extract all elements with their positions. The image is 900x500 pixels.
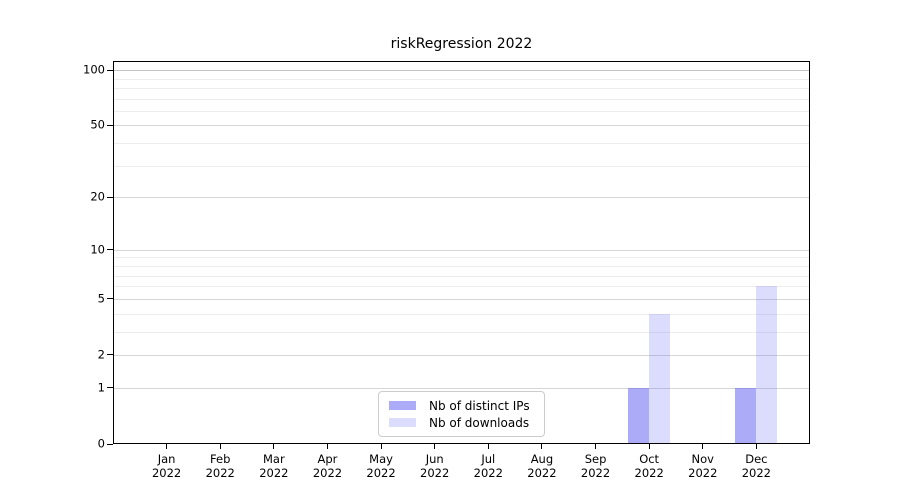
major-gridline [114, 125, 809, 127]
x-tick-label: Oct 2022 [619, 452, 679, 480]
x-tick-text: Sep [584, 452, 607, 466]
minor-gridline [114, 165, 809, 167]
x-tick-mark [166, 444, 168, 449]
x-tick-label: Feb 2022 [190, 452, 250, 480]
minor-gridline [114, 313, 809, 315]
x-tick-label: May 2022 [351, 452, 411, 480]
x-tick-text: 2022 [741, 466, 772, 480]
y-tick-label: 0 [97, 436, 105, 451]
plot-area [113, 61, 810, 444]
major-gridline [114, 298, 809, 300]
legend: Nb of distinct IPs Nb of downloads [378, 391, 545, 437]
x-tick-text: May [369, 452, 393, 466]
x-tick-text: Nov [691, 452, 714, 466]
x-tick-mark [434, 444, 436, 449]
x-tick-mark [326, 444, 328, 449]
x-tick-text: 2022 [259, 466, 289, 480]
major-gridline [114, 249, 809, 251]
y-tick-label: 2 [97, 347, 105, 362]
x-tick-text: Jul [481, 452, 496, 466]
x-tick-text: 2022 [205, 466, 235, 480]
minor-gridline [114, 265, 809, 267]
minor-gridline [114, 78, 809, 80]
bar-downloads [756, 286, 778, 443]
y-tick-mark [107, 124, 113, 126]
major-gridline [114, 197, 809, 199]
x-tick-label: Sep 2022 [566, 452, 626, 480]
legend-item-downloads: Nb of downloads [389, 417, 534, 429]
minor-gridline [114, 331, 809, 333]
y-tick-label: 1 [97, 380, 105, 395]
x-tick-mark [219, 444, 221, 449]
y-tick-mark [107, 354, 113, 356]
bar-downloads [649, 313, 671, 443]
x-tick-text: 2022 [688, 466, 718, 480]
x-tick-label: Nov 2022 [673, 452, 733, 480]
x-tick-text: Dec [745, 452, 768, 466]
minor-gridline [114, 286, 809, 288]
x-tick-text: Mar [262, 452, 285, 466]
y-tick-mark [107, 298, 113, 300]
x-tick-mark [487, 444, 489, 449]
x-tick-mark [648, 444, 650, 449]
x-tick-text: Jun [425, 452, 444, 466]
x-tick-text: 2022 [473, 466, 503, 480]
minor-gridline [114, 110, 809, 112]
chart-title: riskRegression 2022 [390, 36, 533, 52]
x-tick-text: 2022 [151, 466, 182, 480]
y-tick-label: 50 [90, 117, 105, 132]
x-tick-text: Oct [639, 452, 660, 466]
x-tick-text: Apr [317, 452, 338, 466]
y-tick-label: 100 [83, 62, 105, 77]
y-tick-label: 5 [97, 291, 105, 306]
x-tick-label: Jun 2022 [405, 452, 465, 480]
x-tick-mark [273, 444, 275, 449]
x-tick-mark [755, 444, 757, 449]
x-tick-mark [541, 444, 543, 449]
downloads-swatch-icon [389, 418, 416, 427]
y-tick-mark [107, 387, 113, 389]
x-tick-label: Jul 2022 [458, 452, 518, 480]
x-tick-text: 2022 [580, 466, 611, 480]
y-tick-mark [107, 443, 113, 445]
x-tick-text: Feb [210, 452, 231, 466]
x-tick-text: 2022 [527, 466, 557, 480]
bar-distinct-ips [628, 387, 650, 443]
y-tick-label: 20 [90, 189, 105, 204]
x-tick-mark [595, 444, 597, 449]
x-tick-label: Jan 2022 [137, 452, 197, 480]
x-tick-label: Apr 2022 [297, 452, 357, 480]
y-tick-mark [107, 249, 113, 251]
x-tick-mark [380, 444, 382, 449]
distinct-ips-swatch-icon [389, 401, 416, 410]
major-gridline [114, 70, 809, 72]
legend-item-distinct-ips: Nb of distinct IPs [389, 400, 534, 412]
x-tick-text: 2022 [634, 466, 664, 480]
y-tick-mark [107, 69, 113, 71]
major-gridline [114, 387, 809, 389]
x-tick-label: Aug 2022 [512, 452, 572, 480]
minor-gridline [114, 143, 809, 145]
minor-gridline [114, 87, 809, 89]
x-tick-text: Aug [530, 452, 554, 466]
x-tick-text: Jan [157, 452, 176, 466]
y-tick-label: 10 [90, 241, 105, 256]
x-tick-text: 2022 [420, 466, 450, 480]
x-tick-text: 2022 [366, 466, 396, 480]
legend-label: Nb of distinct IPs [429, 398, 530, 413]
x-tick-mark [702, 444, 704, 449]
y-tick-mark [107, 196, 113, 198]
bar-distinct-ips [735, 387, 757, 443]
legend-label: Nb of downloads [429, 415, 530, 430]
major-gridline [114, 354, 809, 356]
x-tick-label: Mar 2022 [244, 452, 304, 480]
minor-gridline [114, 275, 809, 277]
minor-gridline [114, 98, 809, 100]
x-tick-text: 2022 [312, 466, 343, 480]
minor-gridline [114, 257, 809, 259]
x-tick-label: Dec 2022 [726, 452, 786, 480]
